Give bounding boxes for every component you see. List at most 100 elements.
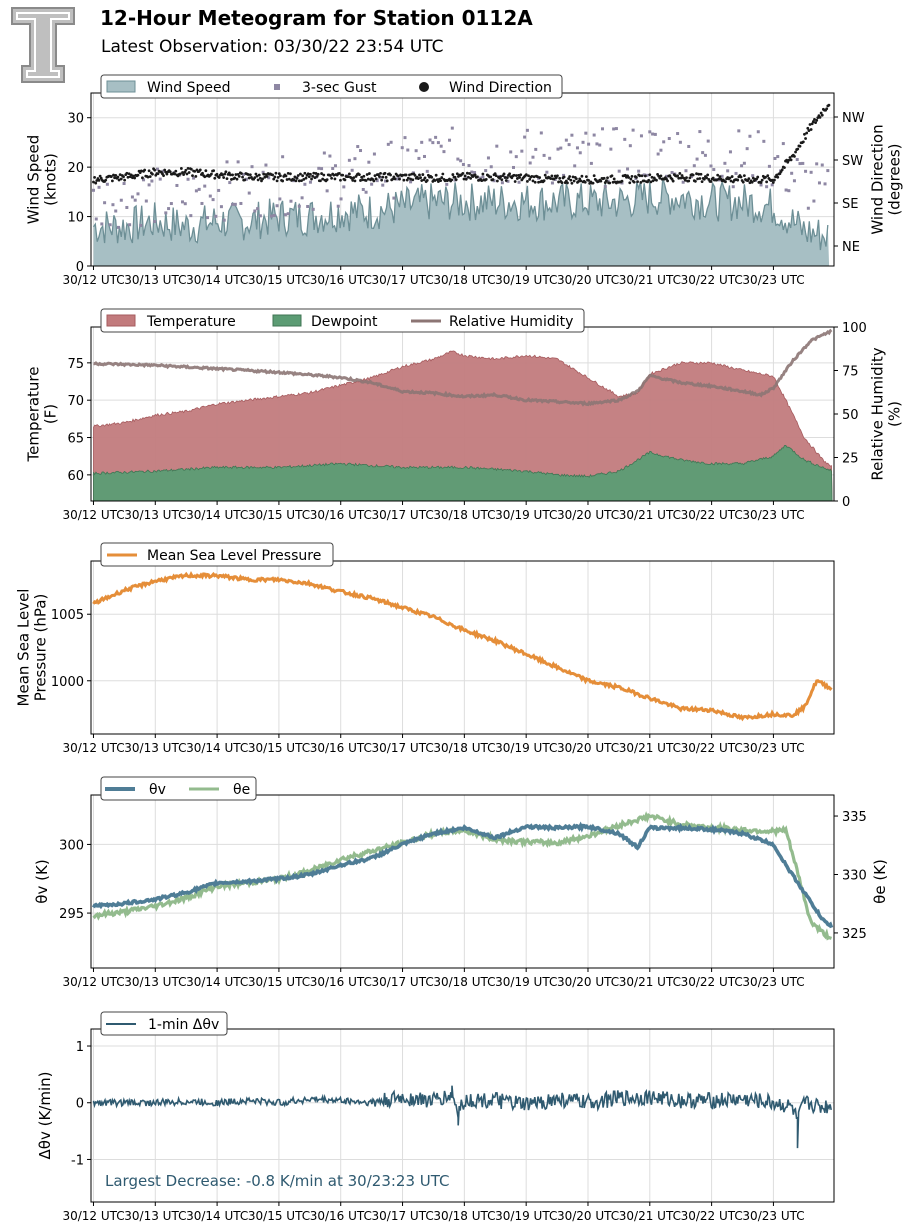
x-tick-label-wind-9: 30/21 UTC (619, 273, 681, 287)
direction-point (343, 178, 347, 182)
direction-point (820, 113, 824, 117)
gust-point (470, 170, 474, 174)
y2-tick-label-temp-4: 100 (842, 321, 867, 336)
direction-point (739, 175, 743, 179)
gust-point (214, 214, 218, 218)
gust-point (790, 171, 794, 175)
x-tick-label-temp-6: 30/18 UTC (433, 508, 495, 522)
direction-point (636, 180, 639, 184)
direction-point (168, 170, 172, 174)
direction-point (262, 172, 266, 176)
direction-point (480, 179, 484, 182)
y2-axis-label-wind-line-0: Wind Direction (869, 124, 887, 234)
x-tick-label-pres-8: 30/20 UTC (557, 741, 619, 755)
direction-point (505, 176, 509, 180)
gust-point (175, 183, 179, 187)
gust-point (804, 169, 808, 173)
direction-point (702, 177, 706, 181)
direction-point (274, 171, 278, 175)
direction-point (408, 173, 411, 177)
direction-point (393, 177, 397, 181)
direction-point (558, 176, 562, 180)
x-tick-label-theta-0: 30/12 UTC (62, 975, 124, 989)
gust-point (300, 196, 304, 200)
direction-point (203, 175, 207, 179)
gust-point (626, 167, 630, 171)
direction-point (210, 172, 213, 176)
direction-point (225, 177, 229, 180)
gust-point (370, 182, 374, 186)
gust-point (812, 199, 816, 203)
direction-point (756, 175, 760, 179)
direction-point (502, 172, 506, 176)
direction-point (638, 174, 642, 178)
gust-point (289, 199, 293, 203)
direction-point (300, 179, 303, 183)
direction-point (620, 179, 624, 183)
legend-label-dtheta-0: 1-min Δθv (148, 1017, 219, 1033)
direction-points (92, 103, 831, 185)
gust-point (94, 217, 98, 221)
gust-point (570, 133, 574, 137)
direction-point (384, 175, 388, 179)
legend-label-temp-2: Relative Humidity (449, 314, 573, 330)
direction-point (333, 177, 337, 181)
direction-point (531, 179, 535, 183)
gust-point (642, 173, 646, 177)
gust-point (450, 126, 454, 130)
direction-point (421, 173, 425, 176)
direction-point (495, 179, 499, 183)
gust-point (361, 187, 365, 191)
direction-point (272, 177, 276, 181)
gust-point (531, 155, 535, 159)
direction-point (310, 177, 313, 181)
gust-point (91, 188, 95, 192)
gust-point (359, 149, 363, 153)
gust-point (386, 142, 390, 146)
gust-point (659, 148, 663, 152)
direction-point (716, 173, 720, 177)
gust-point (467, 164, 471, 168)
x-tick-label-pres-6: 30/18 UTC (433, 741, 495, 755)
direction-point (602, 176, 606, 180)
direction-point (695, 172, 698, 176)
x-tick-label-dtheta-0: 30/12 UTC (62, 1209, 124, 1223)
direction-point (256, 178, 260, 182)
gust-point (211, 198, 215, 202)
legend-swatch-wind-2 (419, 82, 429, 92)
direction-point (705, 176, 708, 180)
gust-point (264, 163, 268, 167)
direction-point (118, 173, 122, 177)
y2-axis-label-wind-line-1: (degrees) (886, 143, 904, 215)
direction-point (346, 175, 350, 179)
direction-point (461, 171, 465, 175)
gust-point (150, 179, 154, 183)
gust-point (486, 156, 490, 160)
direction-point (577, 180, 580, 183)
direction-point (248, 173, 252, 177)
direction-point (433, 179, 437, 182)
direction-point (253, 176, 257, 180)
gust-point (687, 144, 691, 148)
gust-point (684, 169, 688, 173)
direction-point (610, 174, 614, 178)
x-tick-label-theta-10: 30/22 UTC (681, 975, 743, 989)
dtheta-line (92, 1085, 832, 1149)
x-tick-label-wind-3: 30/15 UTC (248, 273, 310, 287)
x-tick-label-theta-7: 30/19 UTC (495, 975, 557, 989)
y-tick-label-pres-1000: 1000 (51, 675, 84, 690)
gust-point (601, 127, 605, 131)
gust-point (258, 214, 262, 218)
direction-point (526, 179, 529, 183)
direction-point (347, 172, 351, 176)
gust-point (500, 181, 504, 185)
legend-dtheta (100, 1011, 228, 1036)
direction-point (411, 178, 415, 182)
direction-point (491, 178, 495, 181)
gust-point (208, 194, 212, 198)
gust-point (784, 188, 788, 192)
gust-point (117, 225, 121, 229)
direction-point (537, 180, 540, 184)
direction-point (122, 175, 125, 179)
direction-point (499, 175, 503, 178)
